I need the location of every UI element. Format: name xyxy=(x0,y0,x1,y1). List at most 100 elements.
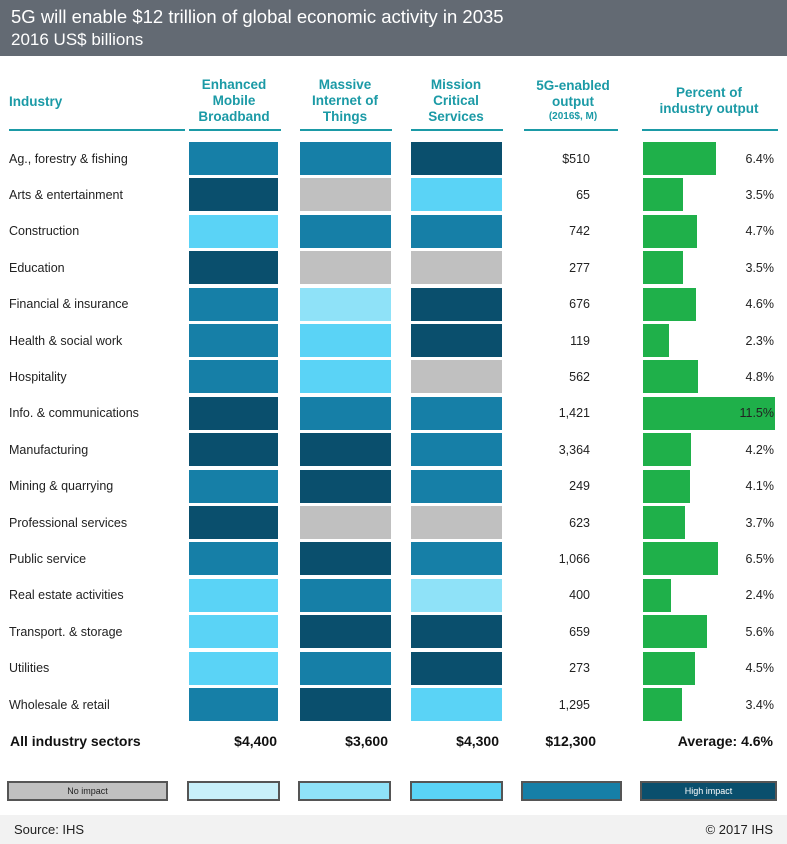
chart-footer xyxy=(0,815,787,844)
chart-title: 5G will enable $12 trillion of global ec… xyxy=(11,6,504,27)
total-mcs: $4,300 xyxy=(456,733,499,749)
mcs-header-rule xyxy=(411,129,503,131)
total-embb: $4,400 xyxy=(234,733,277,749)
output-value: 562 xyxy=(569,369,590,384)
miot-impact-cell xyxy=(300,542,391,576)
miot-impact-cell xyxy=(300,433,391,467)
embb-header-rule xyxy=(189,129,281,131)
embb-header-line-1: Enhanced xyxy=(201,77,267,92)
copyright-note: © 2017 IHS xyxy=(705,822,773,837)
embb-impact-cell xyxy=(189,651,278,685)
miot-impact-cell xyxy=(300,469,391,503)
mcs-header-line-3: Services xyxy=(428,109,484,124)
mcs-impact-cell xyxy=(411,360,502,394)
miot-impact-cell xyxy=(300,142,391,175)
mcs-impact-cell xyxy=(411,651,502,685)
miot-header-rule xyxy=(300,129,392,131)
output-value: 1,066 xyxy=(558,551,590,566)
miot-impact-cell xyxy=(300,178,391,212)
mcs-header-line-1: Mission xyxy=(430,77,482,92)
legend-level-1 xyxy=(187,781,280,801)
pct-bar xyxy=(643,214,697,248)
industry-label: Public service xyxy=(9,551,87,566)
industry-label: Real estate activities xyxy=(9,588,124,603)
miot-header-line-2: Internet of xyxy=(312,93,378,108)
chart-subtitle: 2016 US$ billions xyxy=(11,30,144,49)
total-miot: $3,600 xyxy=(345,733,388,749)
mcs-impact-cell xyxy=(411,142,502,175)
output-header-line-1: 5G-enabled xyxy=(536,78,610,93)
industry-label: Transport. & storage xyxy=(9,624,123,639)
miot-header-line-3: Things xyxy=(322,109,368,124)
miot-header-line-1: Massive xyxy=(318,77,372,92)
pct-bar xyxy=(643,578,671,612)
chart-header: 5G will enable $12 trillion of global ec… xyxy=(0,0,787,56)
output-value: 1,295 xyxy=(558,697,590,712)
pct-column-header: Percent of industry output xyxy=(640,85,778,117)
miot-column-header: Massive Internet of Things xyxy=(298,77,392,125)
mcs-impact-cell xyxy=(411,287,502,321)
legend-level-4 xyxy=(521,781,622,801)
legend-level-3 xyxy=(410,781,503,801)
output-header-unit: (2016$, M) xyxy=(548,111,598,122)
pct-value-label: 5.6% xyxy=(745,624,775,639)
miot-impact-cell xyxy=(300,688,391,721)
industry-label: Hospitality xyxy=(9,369,67,384)
miot-impact-cell xyxy=(300,396,391,430)
embb-impact-cell xyxy=(189,360,278,394)
pct-value-label: 4.6% xyxy=(745,297,775,312)
pct-header-rule xyxy=(642,129,778,131)
pct-bar xyxy=(643,324,669,357)
pct-header-line-2: industry output xyxy=(659,101,759,116)
output-header-rule xyxy=(524,129,618,131)
industry-label: Education xyxy=(9,260,65,275)
output-value: $510 xyxy=(562,151,590,166)
embb-impact-cell xyxy=(189,469,278,503)
output-value: 676 xyxy=(569,297,590,312)
output-value: 119 xyxy=(570,333,590,348)
total-output: $12,300 xyxy=(545,733,596,749)
pct-value-label: 3.4% xyxy=(745,697,775,712)
pct-value-label: 4.7% xyxy=(745,224,775,239)
output-value: 623 xyxy=(569,515,590,530)
pct-value-label: 2.3% xyxy=(745,333,775,348)
pct-bar xyxy=(643,251,683,285)
mcs-impact-cell xyxy=(411,251,502,285)
embb-header-line-3: Broadband xyxy=(198,109,270,124)
pct-header-line-1: Percent of xyxy=(675,85,743,100)
miot-impact-cell xyxy=(300,506,391,539)
embb-impact-cell xyxy=(189,578,278,612)
mcs-impact-cell xyxy=(411,578,502,612)
mcs-impact-cell xyxy=(411,178,502,212)
industry-label: Info. & communications xyxy=(9,406,139,421)
miot-impact-cell xyxy=(300,578,391,612)
legend-no-impact: No impact xyxy=(7,781,168,801)
pct-value-label: 2.4% xyxy=(745,588,775,603)
pct-value-label: 4.5% xyxy=(745,661,775,676)
output-value: 400 xyxy=(569,588,590,603)
industry-label: Utilities xyxy=(9,661,50,676)
pct-bar xyxy=(643,651,695,685)
total-label: All industry sectors xyxy=(10,733,141,749)
legend-level-2 xyxy=(298,781,391,801)
mcs-impact-cell xyxy=(411,506,502,539)
miot-impact-cell xyxy=(300,251,391,285)
pct-bar xyxy=(643,178,683,212)
industry-label: Professional services xyxy=(9,515,128,530)
pct-value-label: 11.5% xyxy=(739,406,774,421)
pct-value-label: 3.7% xyxy=(745,515,775,530)
output-value: 659 xyxy=(569,624,590,639)
output-value: 273 xyxy=(569,661,590,676)
miot-impact-cell xyxy=(300,287,391,321)
output-value: 277 xyxy=(569,260,590,275)
embb-impact-cell xyxy=(189,542,278,576)
embb-impact-cell xyxy=(189,214,278,248)
pct-bar xyxy=(643,469,690,503)
embb-column-header: Enhanced Mobile Broadband xyxy=(187,77,281,125)
industry-column-header: Industry xyxy=(9,94,63,109)
industry-label: Ag., forestry & fishing xyxy=(9,151,128,166)
source-note: Source: IHS xyxy=(14,822,85,837)
output-column-header: 5G-enabled output (2016$, M) xyxy=(519,78,627,123)
output-value: 65 xyxy=(576,187,590,202)
embb-impact-cell xyxy=(189,287,278,321)
